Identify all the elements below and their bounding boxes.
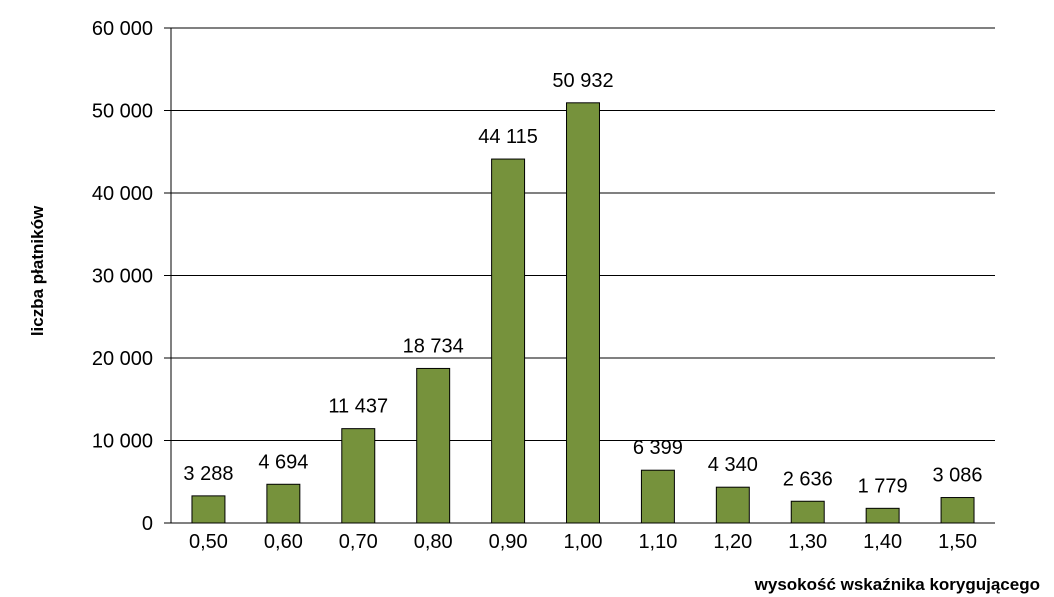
- y-tick-label: 30 000: [92, 266, 153, 288]
- data-label: 6 399: [633, 437, 683, 459]
- bar: [491, 158, 526, 524]
- x-tick-label: 1,50: [938, 531, 977, 553]
- y-tick-label: 10 000: [92, 431, 153, 453]
- x-tick-label: 1,10: [638, 531, 677, 553]
- bar: [865, 507, 900, 524]
- bar: [790, 500, 825, 524]
- x-tick-label: 0,50: [189, 531, 228, 553]
- y-axis-title: liczba płatników: [28, 205, 47, 336]
- y-tick-label: 50 000: [92, 101, 153, 123]
- x-tick-label: 0,70: [339, 531, 378, 553]
- y-tick-label: 60 000: [92, 18, 153, 40]
- data-label: 4 340: [708, 454, 758, 476]
- bar: [940, 497, 975, 524]
- data-label: 11 437: [328, 396, 388, 418]
- data-label: 18 734: [403, 335, 464, 357]
- data-label: 4 694: [258, 451, 308, 473]
- x-axis-title: wysokość wskaźnika korygującego: [754, 575, 1040, 594]
- bars: [191, 102, 975, 524]
- x-tick-label: 1,00: [564, 531, 603, 553]
- x-tick-label: 0,90: [489, 531, 528, 553]
- bar: [416, 367, 451, 524]
- bar: [640, 469, 675, 524]
- data-label: 2 636: [783, 468, 833, 490]
- y-tick-labels: 0 10 000 20 000 30 000 40 000 50 000 60 000: [92, 18, 153, 535]
- data-label: 1 779: [858, 475, 908, 497]
- x-tick-label: 1,30: [788, 531, 827, 553]
- bar: [715, 486, 750, 524]
- data-label: 3 086: [933, 465, 983, 487]
- bar: [341, 428, 376, 524]
- data-labels: 3 288 4 694 11 437 18 734 44 115 50 932 6 399 4…: [183, 70, 982, 498]
- bar: [266, 483, 301, 524]
- bar: [191, 495, 226, 524]
- axes: [164, 27, 995, 524]
- x-tick-label: 1,20: [713, 531, 752, 553]
- x-tick-label: 0,60: [264, 531, 303, 553]
- x-tick-label: 0,80: [414, 531, 453, 553]
- y-tick-label: 0: [142, 513, 153, 535]
- y-tick-label: 20 000: [92, 348, 153, 370]
- x-tick-labels: 0,50 0,60 0,70 0,80 0,90 1,00 1,10 1,20 1,30 1,40…: [189, 531, 977, 553]
- bar: [566, 102, 600, 524]
- data-label: 3 288: [183, 463, 233, 485]
- x-tick-label: 1,40: [863, 531, 902, 553]
- data-label: 50 932: [552, 70, 613, 92]
- data-label: 44 115: [478, 126, 538, 148]
- y-tick-label: 40 000: [92, 183, 153, 205]
